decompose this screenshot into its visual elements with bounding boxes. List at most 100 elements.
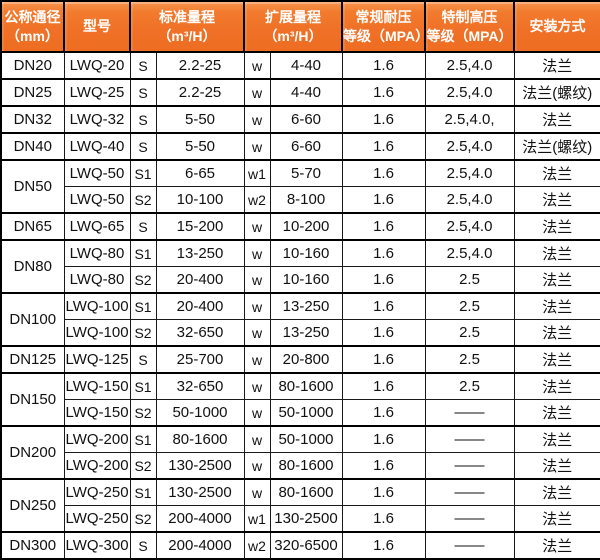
cell-normal-pressure: 1.6 <box>341 372 426 400</box>
cell-installation: 法兰 <box>513 531 600 560</box>
table-row: DN65 LWQ-65 S 15-200 w 10-200 1.6 2.5,4.0 法兰 <box>0 212 600 241</box>
cell-diameter: DN40 <box>0 132 65 161</box>
cell-standard-range: 5-50 <box>155 132 245 161</box>
cell-normal-pressure: 1.6 <box>341 292 426 320</box>
header-special-pressure-line1: 特制高压 <box>441 9 498 26</box>
cell-extended-code: w <box>243 478 271 506</box>
table-row: DN250 LWQ-250 S1 130-2500 w 80-1600 1.6 —— 法兰 <box>0 478 600 533</box>
cell-standard-range: 130-2500 <box>155 478 245 506</box>
cell-normal-pressure: 1.6 <box>341 531 426 560</box>
cell-normal-pressure: 1.6 <box>341 399 426 427</box>
cell-standard-code: S2 <box>129 186 157 214</box>
cell-installation: 法兰 <box>513 186 600 214</box>
cell-standard-range: 13-250 <box>155 239 245 267</box>
header-diameter-line1: 公称通径 <box>4 9 61 26</box>
cell-diameter: DN65 <box>0 212 65 241</box>
cell-normal-pressure: 1.6 <box>341 51 426 80</box>
cell-special-pressure: 2.5,4.0 <box>424 212 515 241</box>
cell-standard-range: 80-1600 <box>155 425 245 453</box>
cell-extended-range: 13-250 <box>269 292 343 320</box>
cell-extended-range: 10-160 <box>269 266 343 294</box>
cell-extended-range: 130-2500 <box>269 505 343 533</box>
cell-standard-range: 50-1000 <box>155 399 245 427</box>
cell-model: LWQ-125 <box>63 345 131 374</box>
cell-special-pressure: —— <box>424 531 515 560</box>
cell-extended-range: 50-1000 <box>269 399 343 427</box>
cell-special-pressure: 2.5,4.0 <box>424 51 515 80</box>
cell-special-pressure: —— <box>424 399 515 427</box>
table-row: DN32 LWQ-32 S 5-50 w 6-60 1.6 2.5,4.0, 法兰 <box>0 105 600 134</box>
table-row: DN300 LWQ-300 S 200-4000 w2 320-6500 1.6 —— 法兰 <box>0 531 600 560</box>
cell-model: LWQ-150 <box>63 399 131 427</box>
cell-extended-code: w <box>243 345 271 374</box>
table-row: LWQ-80 S2 20-400 w 10-160 1.6 2.5 法兰 <box>1 266 600 294</box>
header-row: 公称通径 （mm） 型号 标准量程 （m³/H） 扩展量程 （m³/H） 常规耐… <box>0 0 600 53</box>
header-diameter: 公称通径 （mm） <box>0 0 65 53</box>
cell-standard-code: S <box>129 531 157 560</box>
cell-standard-range: 2.2-25 <box>155 78 245 107</box>
cell-normal-pressure: 1.6 <box>341 186 426 214</box>
cell-normal-pressure: 1.6 <box>341 159 426 187</box>
cell-installation: 法兰 <box>513 266 600 294</box>
cell-standard-range: 32-650 <box>155 319 245 347</box>
cell-extended-range: 80-1600 <box>269 452 343 480</box>
cell-installation: 法兰 <box>513 399 600 427</box>
cell-standard-code: S2 <box>129 319 157 347</box>
cell-normal-pressure: 1.6 <box>341 266 426 294</box>
cell-model: LWQ-50 <box>63 186 131 214</box>
table-row: DN40 LWQ-40 S 5-50 w 6-60 1.6 2.5,4.0 法兰(螺纹) <box>0 132 600 161</box>
cell-standard-range: 32-650 <box>155 372 245 400</box>
cell-model: LWQ-100 <box>63 292 131 320</box>
cell-standard-range: 130-2500 <box>155 452 245 480</box>
cell-standard-range: 200-4000 <box>155 531 245 560</box>
cell-special-pressure: 2.5,4.0 <box>424 78 515 107</box>
cell-normal-pressure: 1.6 <box>341 478 426 506</box>
cell-standard-code: S1 <box>129 159 157 187</box>
cell-extended-code: w <box>243 132 271 161</box>
cell-extended-range: 13-250 <box>269 319 343 347</box>
cell-standard-range: 20-400 <box>155 266 245 294</box>
cell-extended-range: 20-800 <box>269 345 343 374</box>
table-row: DN200 LWQ-200 S1 80-1600 w 50-1000 1.6 —— 法兰 <box>0 425 600 480</box>
cell-standard-code: S2 <box>129 266 157 294</box>
cell-standard-code: S <box>129 105 157 134</box>
cell-standard-code: S2 <box>129 399 157 427</box>
cell-standard-code: S1 <box>129 292 157 320</box>
cell-installation: 法兰(螺纹) <box>513 132 600 161</box>
table-row: DN25 LWQ-25 S 2.2-25 w 4-40 1.6 2.5,4.0 法兰(螺纹) <box>0 78 600 107</box>
cell-model: LWQ-50 <box>63 159 131 187</box>
cell-special-pressure: 2.5 <box>424 345 515 374</box>
cell-installation: 法兰 <box>513 345 600 374</box>
cell-diameter: DN100 <box>0 292 65 347</box>
cell-extended-code: w2 <box>243 186 271 214</box>
cell-standard-range: 5-50 <box>155 105 245 134</box>
cell-extended-range: 8-100 <box>269 186 343 214</box>
cell-standard-code: S <box>129 212 157 241</box>
cell-model: LWQ-250 <box>63 505 131 533</box>
cell-standard-code: S1 <box>129 239 157 267</box>
cell-model: LWQ-300 <box>63 531 131 560</box>
cell-diameter: DN150 <box>0 372 65 427</box>
cell-special-pressure: 2.5,4.0 <box>424 186 515 214</box>
cell-special-pressure: 2.5 <box>424 292 515 320</box>
header-standard-range-line1: 标准量程 <box>159 9 215 26</box>
table-row: DN125 LWQ-125 S 25-700 w 20-800 1.6 2.5 法兰 <box>0 345 600 374</box>
cell-standard-code: S1 <box>129 478 157 506</box>
cell-extended-code: w2 <box>243 531 271 560</box>
cell-special-pressure: —— <box>424 425 515 453</box>
cell-standard-range: 20-400 <box>155 292 245 320</box>
cell-extended-code: w <box>243 78 271 107</box>
cell-installation: 法兰 <box>513 452 600 480</box>
cell-special-pressure: 2.5,4.0 <box>424 159 515 187</box>
table-row: LWQ-250 S2 200-4000 w1 130-2500 1.6 —— 法兰 <box>1 505 600 533</box>
header-standard-range-line2: （m³/H） <box>157 27 217 44</box>
header-extended-range: 扩展量程 （m³/H） <box>243 0 343 53</box>
cell-standard-code: S <box>129 345 157 374</box>
cell-extended-code: w1 <box>243 505 271 533</box>
cell-model: LWQ-250 <box>63 478 131 506</box>
header-installation: 安装方式 <box>513 0 600 53</box>
table-row: DN80 LWQ-80 S1 13-250 w 10-160 1.6 2.5,4.0 法兰 <box>0 239 600 294</box>
cell-model: LWQ-40 <box>63 132 131 161</box>
cell-extended-code: w <box>243 212 271 241</box>
header-installation-label: 安装方式 <box>529 18 586 35</box>
